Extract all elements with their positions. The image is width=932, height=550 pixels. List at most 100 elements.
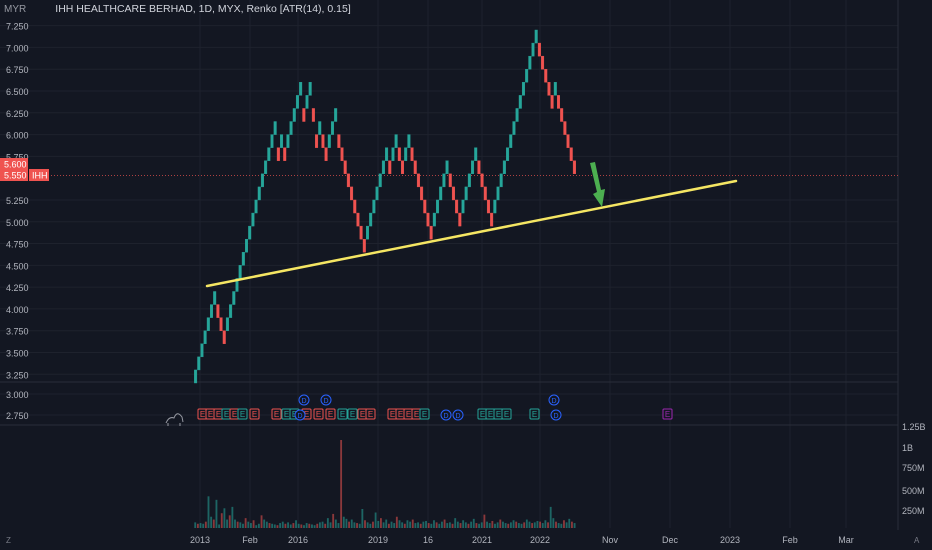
volume-bar [239, 522, 242, 528]
volume-bar [212, 519, 215, 528]
renko-brick [502, 160, 506, 175]
renko-brick [378, 173, 382, 188]
volume-bar [226, 519, 228, 528]
volume-bar [464, 522, 467, 528]
earnings-badge-label: E [488, 410, 493, 419]
volume-bar [324, 523, 327, 528]
ticker-badge [29, 169, 49, 181]
renko-brick [420, 186, 424, 201]
volume-bar [287, 522, 289, 528]
renko-brick [206, 317, 210, 331]
volume-bar [454, 518, 457, 528]
symbol-title[interactable]: IHH HEALTHCARE BERHAD, 1D, MYX, Renko [A… [55, 3, 351, 15]
earnings-badge [313, 408, 324, 420]
volume-bars [194, 440, 576, 528]
renko-brick [251, 212, 255, 227]
renko-brick [499, 173, 503, 188]
renko-brick [315, 134, 319, 148]
event-badges[interactable]: E E E E E E E E E E E E E E E E E E E E E E E E E E E ED DD D D DD [165, 394, 673, 426]
earnings-badge [325, 408, 336, 420]
volume-bar [257, 523, 260, 528]
volume-bar [271, 523, 274, 528]
volume-bar [539, 521, 542, 528]
renko-brick [321, 134, 325, 148]
renko-brick [407, 134, 411, 148]
volume-bar [525, 519, 528, 528]
price-axis[interactable]: 7.250 7.000 6.750 6.500 6.250 6.000 5.750 5.250… [0, 22, 49, 421]
volume-bar [308, 523, 311, 528]
volume-bar [369, 523, 372, 528]
volume-bar [345, 518, 348, 528]
dividend-badge [452, 409, 464, 421]
renko-brick [270, 134, 274, 148]
volume-bar [573, 523, 576, 528]
earnings-badge [501, 408, 512, 420]
volume-bar [268, 523, 271, 528]
time-axis[interactable]: 2013 Feb 2016 2019 16 2021 2022 Nov Dec 2023 Feb Ma… [6, 535, 920, 545]
price-badge-label: 5.550 [4, 171, 27, 181]
renko-brick [394, 134, 398, 148]
volume-bar [409, 521, 412, 528]
renko-brick [330, 121, 334, 135]
renko-brick [563, 121, 567, 135]
volume-bar [342, 516, 345, 528]
earnings-badge-label: E [665, 410, 670, 419]
time-axis-label: 2016 [288, 535, 308, 545]
price-axis-label: 6.250 [6, 109, 29, 119]
earnings-badge-label: E [406, 410, 411, 419]
volume-bar [220, 513, 223, 528]
volume-bar [361, 508, 364, 528]
volume-bar [231, 506, 234, 528]
renko-brick [461, 199, 465, 214]
renko-brick [448, 173, 452, 188]
time-axis-label: 2019 [368, 535, 388, 545]
volume-bar [332, 513, 335, 528]
volume-bar [419, 523, 422, 528]
renko-brick [474, 147, 478, 161]
drawings[interactable] [205, 162, 738, 288]
volume-bar [215, 499, 218, 528]
earnings-badge [337, 408, 348, 420]
renko-brick [442, 173, 446, 188]
renko-brick [362, 238, 366, 253]
volume-bar [204, 521, 207, 528]
renko-brick [496, 186, 500, 201]
renko-brick [334, 108, 338, 122]
volume-bar [247, 521, 250, 528]
volume-bar [218, 524, 221, 528]
renko-brick [436, 199, 440, 214]
volume-bar [284, 523, 287, 528]
renko-brick [518, 95, 522, 109]
renko-brick [346, 173, 350, 188]
volume-bar [318, 522, 321, 528]
volume-bar [430, 523, 433, 528]
time-axis-label: Feb [242, 535, 258, 545]
volume-bar [491, 520, 494, 528]
volume-bar [358, 523, 361, 528]
volume-bar [207, 496, 210, 528]
volume-bar [252, 520, 255, 528]
volume-bar [311, 524, 313, 528]
renko-brick [385, 147, 389, 161]
volume-bar [504, 523, 507, 528]
price-axis-label: 6.500 [6, 87, 29, 97]
price-axis-label: 3.250 [6, 370, 29, 380]
volume-bar [313, 525, 316, 528]
dividend-badge [320, 394, 332, 406]
renko-brick [537, 42, 541, 57]
earnings-badge-label: E [316, 410, 321, 419]
renko-brick [337, 134, 341, 148]
price-axis-label: 6.000 [6, 131, 29, 141]
renko-brick [350, 186, 354, 201]
volume-bar [242, 523, 244, 528]
renko-brick [353, 199, 357, 214]
volume-bar [552, 518, 555, 528]
time-axis-label: 2021 [472, 535, 492, 545]
volume-bar [483, 514, 486, 528]
renko-brick [359, 225, 363, 240]
volume-bar [393, 523, 396, 528]
renko-brick [292, 108, 296, 122]
volume-bar [451, 523, 454, 528]
